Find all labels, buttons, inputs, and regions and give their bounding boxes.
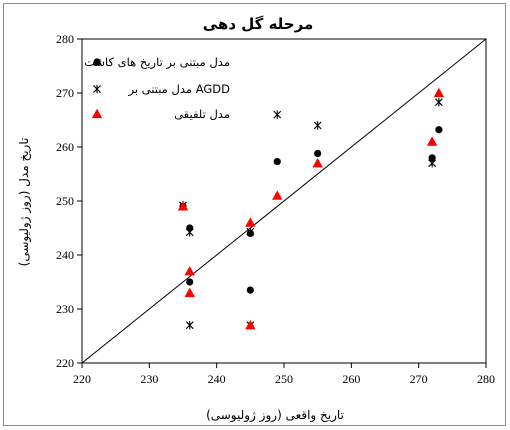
data-point-circle: [428, 154, 436, 162]
y-tick-label: 280: [56, 32, 74, 46]
data-point-asterisk: [246, 227, 255, 236]
legend-marker-circle: [93, 58, 101, 66]
data-point-triangle: [177, 201, 189, 211]
x-axis-label: تاریخ واقعی (روز ژولیوسی): [206, 408, 344, 423]
y-tick-label: 220: [56, 356, 74, 370]
data-point-circle: [246, 286, 254, 294]
data-point-triangle: [184, 287, 195, 297]
x-tick-label: 230: [140, 372, 158, 386]
data-point-circle: [435, 126, 443, 134]
data-point-asterisk: [434, 97, 443, 107]
x-tick-label: 260: [342, 372, 360, 386]
y-tick-label: 230: [56, 302, 74, 316]
chart-title: مرحله گل دهی: [203, 15, 313, 33]
y-tick-label: 270: [56, 86, 74, 100]
legend-marker-triangle: [91, 108, 103, 119]
x-tick-label: 270: [410, 372, 428, 386]
legend-label: مدل تلفیقی: [174, 107, 230, 121]
x-tick-label: 280: [477, 372, 495, 386]
data-point-triangle: [426, 136, 438, 146]
series-triangle: [177, 87, 445, 330]
reference-line: [81, 38, 487, 364]
data-point-asterisk: [313, 121, 322, 130]
data-point-circle: [314, 149, 322, 158]
y-tick-label: 250: [56, 194, 74, 208]
data-point-circle: [186, 278, 194, 286]
data-point-triangle: [184, 266, 195, 276]
data-point-asterisk: [185, 228, 194, 237]
data-point-asterisk: [428, 159, 437, 168]
y-axis-label: تاریخ مدل (روز ژولیوسی): [17, 138, 32, 267]
legend-label: مدل مبتنی بر AGDD: [127, 82, 230, 97]
x-tick-label: 220: [73, 372, 91, 386]
data-point-circle: [273, 157, 281, 166]
data-point-asterisk: [273, 110, 282, 119]
x-tick-label: 240: [208, 372, 226, 386]
y-tick-label: 240: [56, 248, 74, 262]
data-point-triangle: [433, 87, 445, 98]
data-point-asterisk: [185, 321, 194, 330]
legend-label: مدل مبتنی بر تاریخ های کاشت: [84, 55, 230, 70]
legend: مدل مبتنی بر تاریخ های کاشت مدل مبتنی بر …: [84, 55, 230, 121]
legend-marker-asterisk: [93, 84, 101, 94]
x-tick-label: 250: [275, 372, 293, 386]
data-point-triangle: [245, 217, 256, 227]
data-point-triangle: [272, 190, 283, 200]
data-point-triangle: [312, 158, 323, 168]
data-point-triangle: [245, 320, 256, 330]
y-tick-label: 260: [56, 140, 74, 154]
